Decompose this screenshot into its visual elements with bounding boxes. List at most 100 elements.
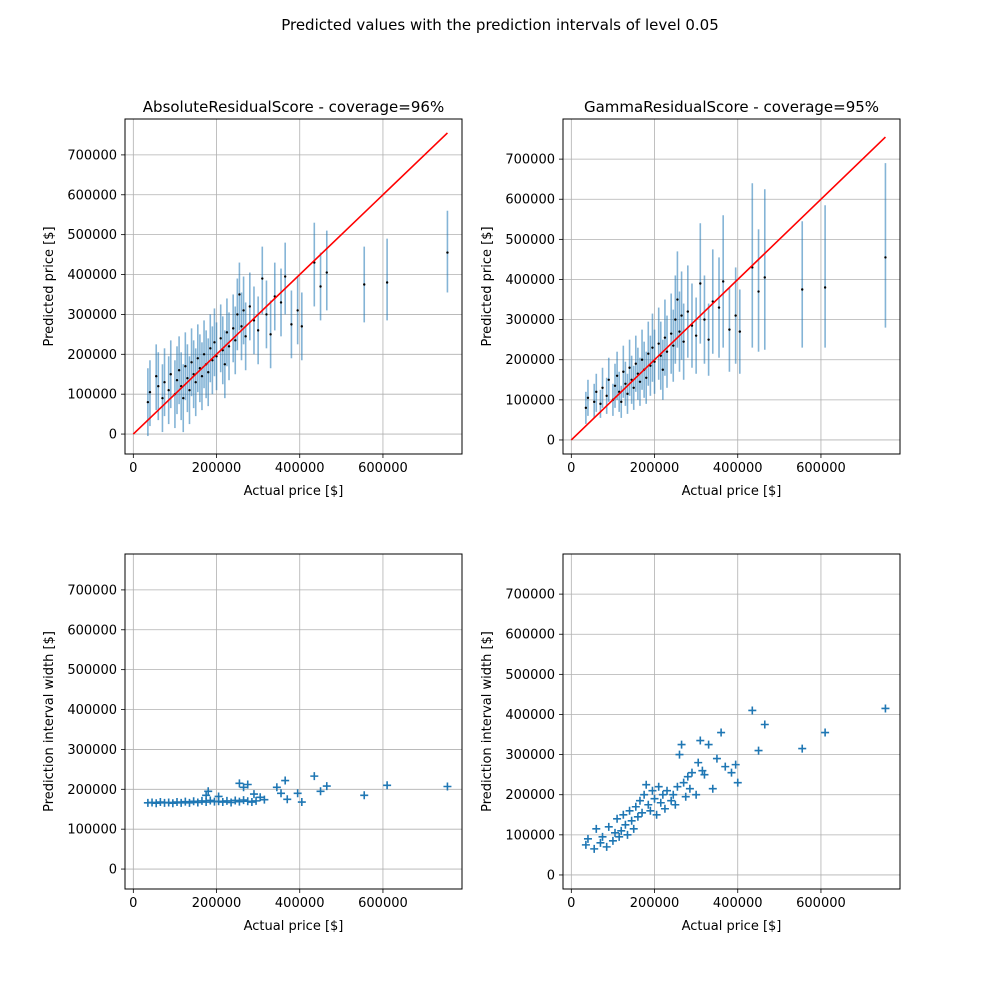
data-point [801,288,804,291]
data-point [319,285,322,288]
data-point [692,790,701,799]
data-point [635,796,644,805]
data-point [667,796,676,805]
data-point [242,309,245,312]
data-point [595,390,598,394]
data-point [322,782,331,791]
data-point [763,276,766,279]
data-point [638,380,642,383]
data-point [660,804,669,813]
data-point [647,352,650,355]
data-point [279,301,283,304]
data-point [283,795,292,804]
data-point [640,790,649,799]
data-point [261,277,264,280]
data-point [193,798,202,807]
data-point [168,799,177,808]
data-point [823,286,827,289]
y-tick-label: 100000 [505,393,555,408]
y-tick-label: 700000 [505,153,555,168]
data-point [184,365,187,368]
data-point [249,790,258,799]
data-point [177,798,186,807]
data-point [678,330,681,333]
x-axis-label: Actual price [$] [682,484,782,499]
data-point [632,386,635,390]
data-point [196,357,200,360]
x-tick-label: 400000 [713,896,763,911]
y-tick-label: 200000 [505,788,555,803]
data-point [185,798,194,807]
data-point [703,318,706,321]
data-point [598,832,607,841]
x-tick-label: 200000 [630,461,680,476]
data-point [613,384,617,387]
data-point [155,375,158,378]
data-point [148,390,152,394]
data-point [699,282,702,285]
data-point [272,783,281,792]
data-point [665,350,669,353]
y-tick-label: 600000 [505,193,555,208]
data-point [207,371,210,374]
data-point [760,720,769,729]
data-point [197,796,206,805]
data-point [704,740,713,749]
x-tick-label: 600000 [796,461,846,476]
data-point [627,816,636,825]
data-point [592,824,601,833]
axes-frame [562,118,901,455]
data-point [316,787,325,796]
identity-line [132,132,448,435]
data-point [596,838,605,847]
data-point [608,836,617,845]
y-axis-label: Predicted price [$] [480,226,495,346]
data-point [601,386,604,390]
axes-frame [124,553,463,890]
data-point [615,374,619,377]
y-tick-label: 400000 [505,273,555,288]
y-tick-label: 200000 [67,783,117,798]
y-tick-label: 700000 [67,148,117,163]
data-point [682,340,685,343]
data-point [175,379,179,382]
data-point [640,358,644,361]
x-tick-label: 0 [567,461,575,476]
data-point [696,736,705,745]
data-point [161,396,164,400]
data-point [738,330,742,333]
data-point [626,392,629,396]
data-point [672,344,675,347]
data-point [223,363,227,366]
data-point [628,366,631,369]
data-point [619,810,628,819]
data-point [644,800,653,809]
y-tick-label: 0 [109,428,117,443]
data-point [293,789,302,798]
data-point [234,339,237,342]
data-point [177,369,181,372]
data-point [157,385,160,388]
x-tick-label: 0 [129,896,137,911]
data-point [681,792,690,801]
data-point [621,820,630,829]
subplot-title: AbsoluteResidualScore - coverage=96% [143,98,444,116]
x-tick-label: 200000 [192,461,242,476]
data-point [360,791,369,800]
x-tick-label: 400000 [275,896,325,911]
data-point [661,368,665,371]
data-point [717,728,726,737]
y-tick-label: 700000 [505,588,555,603]
data-point [236,313,239,316]
subplot-1: 0 200000 400000 600000 0 100000 200000 300000 40… [42,98,463,499]
data-point [821,728,830,737]
x-axis-label: Actual price [$] [244,484,344,499]
data-point [281,776,290,785]
data-point [385,281,389,284]
data-point [611,828,620,837]
data-point [798,744,807,753]
data-point [652,810,661,819]
data-point [615,832,624,841]
data-point [238,293,241,296]
data-point [310,772,319,781]
